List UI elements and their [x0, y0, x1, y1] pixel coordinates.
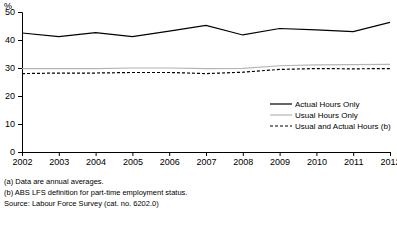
- y-tick-mark: [18, 124, 22, 125]
- x-tick-mark: [390, 152, 391, 156]
- x-tick-label: 2003: [49, 157, 69, 167]
- y-tick-label: 30: [5, 63, 15, 73]
- x-tick-label: 2002: [12, 157, 32, 167]
- y-tick-mark: [18, 12, 22, 13]
- x-axis: 2002 2003 2004 2005 2006 2007 2008 2009 2010 2011…: [12, 152, 397, 167]
- x-tick-label: 2008: [233, 157, 253, 167]
- x-tick-label: 2009: [270, 157, 290, 167]
- x-tick: 2007: [196, 152, 216, 167]
- y-axis-label: %: [4, 1, 12, 11]
- y-tick-mark: [18, 96, 22, 97]
- x-tick: 2004: [86, 152, 106, 167]
- x-tick: 2010: [307, 152, 327, 167]
- x-axis-line: [23, 153, 391, 157]
- legend: Actual Hours Only Usual Hours Only Usual a…: [270, 100, 391, 131]
- y-tick-label: 40: [5, 35, 15, 45]
- x-tick-mark: [132, 152, 133, 156]
- x-tick-label: 2004: [86, 157, 106, 167]
- y-tick: 30: [5, 63, 22, 73]
- chart: 0102030405020022003200420052006200720082…: [0, 0, 397, 227]
- y-axis: 01020304050: [5, 7, 23, 157]
- y-tick-label: 10: [5, 119, 15, 129]
- x-tick-mark: [59, 152, 60, 156]
- y-tick: 0: [10, 147, 22, 157]
- x-tick: 2005: [123, 152, 143, 167]
- legend-label: Usual and Actual Hours (b): [295, 122, 391, 131]
- x-tick: 2008: [233, 152, 253, 167]
- x-tick-mark: [316, 152, 317, 156]
- y-tick: 40: [5, 35, 22, 45]
- x-tick: 2006: [160, 152, 180, 167]
- series-line: [22, 22, 390, 36]
- x-tick-label: 2011: [344, 157, 363, 167]
- y-tick-label: 20: [5, 91, 15, 101]
- legend-swatch: [270, 125, 292, 126]
- x-tick-mark: [243, 152, 244, 156]
- footnote: (a) Data are annual averages.: [4, 177, 104, 186]
- series-line: [22, 69, 390, 74]
- y-tick: 20: [5, 91, 22, 101]
- legend-swatch: [270, 103, 292, 104]
- x-tick: 2002: [12, 152, 32, 167]
- x-tick-mark: [353, 152, 354, 156]
- x-tick-label: 2006: [160, 157, 180, 167]
- legend-swatch: [270, 114, 292, 115]
- legend-label: Usual Hours Only: [295, 111, 358, 120]
- x-tick-mark: [206, 152, 207, 156]
- y-tick-mark: [18, 68, 22, 69]
- series-line: [22, 64, 390, 68]
- x-tick-label: 2005: [123, 157, 143, 167]
- footnote: (b) ABS LFS definition for part-time emp…: [4, 188, 187, 197]
- x-tick-mark: [280, 152, 281, 156]
- plot-area: [22, 22, 390, 73]
- x-tick: 2009: [270, 152, 290, 167]
- x-tick-mark: [22, 152, 23, 156]
- x-tick-label: 2010: [307, 157, 327, 167]
- x-tick-mark: [169, 152, 170, 156]
- x-tick-label: 2007: [196, 157, 216, 167]
- x-tick-label: 2012: [380, 157, 397, 167]
- y-tick: 10: [5, 119, 22, 129]
- legend-label: Actual Hours Only: [295, 100, 359, 109]
- x-tick: 2003: [49, 152, 69, 167]
- x-tick: 2011: [344, 152, 363, 167]
- y-tick-mark: [18, 152, 22, 153]
- y-tick-mark: [18, 40, 22, 41]
- y-tick-label: 0: [10, 147, 15, 157]
- x-tick: 2012: [380, 152, 397, 167]
- x-tick-mark: [96, 152, 97, 156]
- y-axis-line: [18, 13, 23, 153]
- footnote: Source: Labour Force Survey (cat. no. 62…: [4, 199, 159, 208]
